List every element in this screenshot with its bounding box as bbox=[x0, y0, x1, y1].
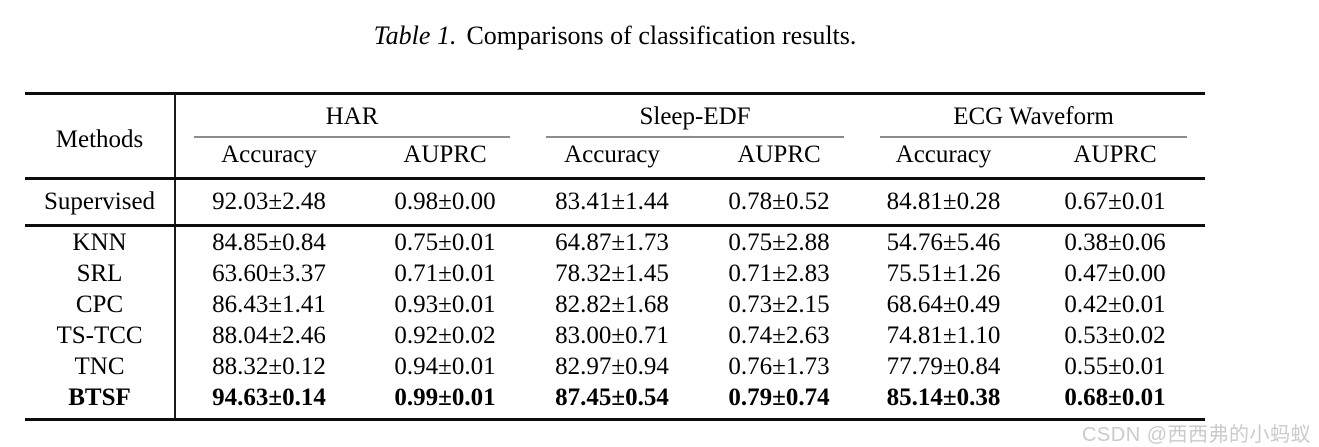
table-caption: Table 1. Comparisons of classification re… bbox=[25, 20, 1205, 52]
table-row-ts-tcc: TS-TCC 88.04±2.46 0.92±0.02 83.00±0.71 0… bbox=[25, 320, 1205, 351]
value-cell: 88.32±0.12 bbox=[212, 353, 326, 380]
method-name: KNN bbox=[25, 225, 176, 258]
value-cell: 0.94±0.01 bbox=[394, 353, 496, 380]
value-cell: 74.81±1.10 bbox=[886, 322, 1001, 349]
value-cell: 87.45±0.54 bbox=[555, 384, 669, 411]
method-name: SRL bbox=[25, 258, 176, 289]
method-name: TS-TCC bbox=[25, 320, 176, 351]
value-cell: 77.79±0.84 bbox=[886, 353, 1001, 380]
table-row-knn: KNN 84.85±0.84 0.75±0.01 64.87±1.73 0.75… bbox=[25, 225, 1205, 258]
classification-results-table: Methods HAR Sleep-EDF ECG Waveform Accur… bbox=[25, 92, 1206, 421]
paper-table-figure: Table 1. Comparisons of classification re… bbox=[25, 20, 1206, 421]
value-cell: 0.78±0.52 bbox=[696, 178, 863, 227]
value-cell: 0.55±0.01 bbox=[1064, 353, 1166, 380]
value-cell: 94.63±0.14 bbox=[212, 384, 326, 411]
subheader-har-auprc: AUPRC bbox=[403, 141, 487, 168]
subheader-sleep-edf-accuracy: Accuracy bbox=[564, 141, 660, 168]
value-cell: 0.98±0.00 bbox=[362, 178, 529, 227]
table-row-btsf: BTSF 94.63±0.14 0.99±0.01 87.45±0.54 0.7… bbox=[25, 382, 1205, 420]
col-header-methods: Methods bbox=[25, 93, 176, 179]
value-cell: 0.74±2.63 bbox=[728, 322, 830, 349]
group-header-row: Methods HAR Sleep-EDF ECG Waveform bbox=[25, 93, 1205, 179]
value-cell: 68.64±0.49 bbox=[886, 291, 1001, 318]
group-header-har: HAR bbox=[194, 102, 511, 138]
value-cell: 82.97±0.94 bbox=[555, 353, 669, 380]
subheader-ecg-waveform-auprc: AUPRC bbox=[1073, 141, 1157, 168]
value-cell: 64.87±1.73 bbox=[555, 229, 669, 256]
table-row-supervised: Supervised 92.03±2.48 0.98±0.00 83.41±1.… bbox=[25, 178, 1206, 227]
table-caption-number: Table 1. bbox=[373, 21, 457, 50]
group-header-ecg-waveform: ECG Waveform bbox=[880, 102, 1188, 138]
table-caption-text: Comparisons of classification results. bbox=[466, 21, 857, 50]
value-cell: 0.76±1.73 bbox=[728, 353, 830, 380]
value-cell: 0.75±2.88 bbox=[728, 229, 830, 256]
csdn-watermark: CSDN @西西弗的小蚂蚁 bbox=[1081, 424, 1311, 446]
group-header-sleep-edf: Sleep-EDF bbox=[546, 102, 845, 138]
group-header-sleep-edf-cell: Sleep-EDF bbox=[528, 94, 862, 138]
subheader-row: Accuracy AUPRC Accuracy AUPRC Accuracy A… bbox=[25, 138, 1205, 179]
group-header-ecg-waveform-cell: ECG Waveform bbox=[862, 94, 1205, 138]
value-cell: 86.43±1.41 bbox=[212, 291, 326, 318]
group-header-har-cell: HAR bbox=[175, 94, 528, 138]
value-cell: 0.71±0.01 bbox=[394, 260, 496, 287]
value-cell: 0.68±0.01 bbox=[1064, 384, 1166, 411]
value-cell: 83.41±1.44 bbox=[528, 178, 697, 227]
method-name: Supervised bbox=[25, 178, 176, 227]
value-cell: 75.51±1.26 bbox=[886, 260, 1001, 287]
value-cell: 0.93±0.01 bbox=[394, 291, 496, 318]
value-cell: 83.00±0.71 bbox=[555, 322, 669, 349]
value-cell: 84.85±0.84 bbox=[212, 229, 326, 256]
value-cell: 0.38±0.06 bbox=[1064, 229, 1166, 256]
subheader-ecg-waveform-accuracy: Accuracy bbox=[895, 141, 992, 168]
value-cell: 82.82±1.68 bbox=[555, 291, 669, 318]
value-cell: 0.67±0.01 bbox=[1025, 178, 1206, 227]
method-name: CPC bbox=[25, 289, 176, 320]
value-cell: 85.14±0.38 bbox=[886, 384, 1001, 411]
value-cell: 0.75±0.01 bbox=[394, 229, 496, 256]
value-cell: 84.81±0.28 bbox=[862, 178, 1026, 227]
value-cell: 0.73±2.15 bbox=[728, 291, 830, 318]
method-name: BTSF bbox=[25, 382, 176, 420]
value-cell: 88.04±2.46 bbox=[212, 322, 326, 349]
value-cell: 54.76±5.46 bbox=[886, 229, 1001, 256]
table-row-srl: SRL 63.60±3.37 0.71±0.01 78.32±1.45 0.71… bbox=[25, 258, 1205, 289]
value-cell: 0.71±2.83 bbox=[728, 260, 830, 287]
table-row-tnc: TNC 88.32±0.12 0.94±0.01 82.97±0.94 0.76… bbox=[25, 351, 1205, 382]
value-cell: 0.79±0.74 bbox=[728, 384, 830, 411]
value-cell: 63.60±3.37 bbox=[212, 260, 326, 287]
value-cell: 0.47±0.00 bbox=[1064, 260, 1166, 287]
value-cell: 0.53±0.02 bbox=[1064, 322, 1166, 349]
table-row-cpc: CPC 86.43±1.41 0.93±0.01 82.82±1.68 0.73… bbox=[25, 289, 1205, 320]
subheader-sleep-edf-auprc: AUPRC bbox=[737, 141, 821, 168]
subheader-har-accuracy: Accuracy bbox=[221, 141, 317, 168]
value-cell: 92.03±2.48 bbox=[175, 178, 362, 227]
value-cell: 0.42±0.01 bbox=[1064, 291, 1166, 318]
value-cell: 78.32±1.45 bbox=[555, 260, 669, 287]
value-cell: 0.92±0.02 bbox=[394, 322, 496, 349]
value-cell: 0.99±0.01 bbox=[394, 384, 496, 411]
method-name: TNC bbox=[25, 351, 176, 382]
